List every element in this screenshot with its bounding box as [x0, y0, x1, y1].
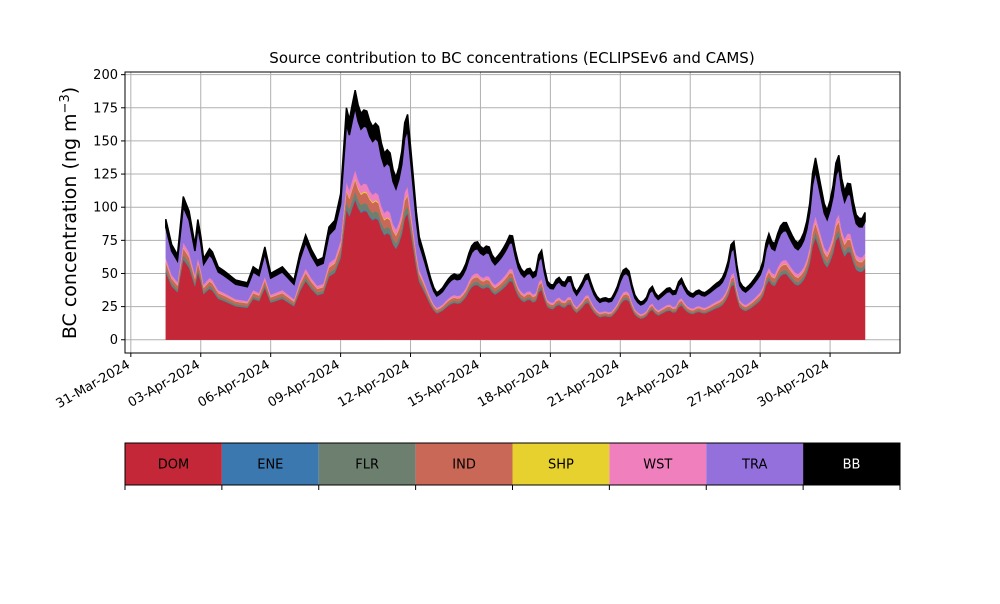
y-tick-label: 150	[93, 134, 118, 149]
area-series-bb	[165, 89, 866, 306]
legend-swatch-bb	[803, 443, 900, 485]
y-axis-label-main: BC concentration (ng m	[59, 113, 81, 339]
y-tick-label: 75	[101, 234, 118, 249]
legend-label-tra: TRA	[741, 458, 767, 473]
legend-label-dom: DOM	[158, 458, 189, 473]
legend-swatch-ind	[415, 443, 513, 485]
y-tick-label: 0	[110, 333, 118, 348]
y-tick-label: 100	[93, 201, 118, 216]
y-tick-label: 25	[101, 300, 118, 315]
y-tick-label: 125	[93, 168, 118, 183]
y-axis-label-close: )	[59, 87, 81, 94]
y-tick-label: 175	[93, 101, 118, 116]
y-axis-label: BC concentration (ng m−3)	[58, 87, 82, 339]
legend-label-shp: SHP	[548, 458, 574, 473]
chart-title: Source contribution to BC concentrations…	[269, 49, 754, 67]
legend-swatch-shp	[512, 443, 610, 485]
legend-swatch-tra	[706, 443, 804, 485]
y-axis: 0 25 50 75 100 125 150 175 200	[93, 68, 125, 348]
y-axis-label-superscript: −3	[58, 94, 73, 113]
plot-frame	[124, 71, 901, 354]
legend-label-ind: IND	[452, 458, 476, 473]
legend-swatch-ene	[221, 443, 319, 485]
legend-swatch-wst	[609, 443, 707, 485]
legend-swatch-dom	[125, 443, 222, 485]
y-tick-label: 50	[101, 267, 118, 282]
legend-label-flr: FLR	[355, 458, 379, 473]
stacked-area-layer	[165, 89, 866, 340]
legend-swatch-flr	[318, 443, 416, 485]
y-tick-label: 200	[93, 68, 118, 83]
legend-bar: DOM ENE FLR IND SHP WST TRA BB	[124, 442, 901, 490]
legend-label-ene: ENE	[257, 458, 283, 473]
legend-label-wst: WST	[643, 458, 672, 473]
legend-label-bb: BB	[843, 458, 861, 473]
